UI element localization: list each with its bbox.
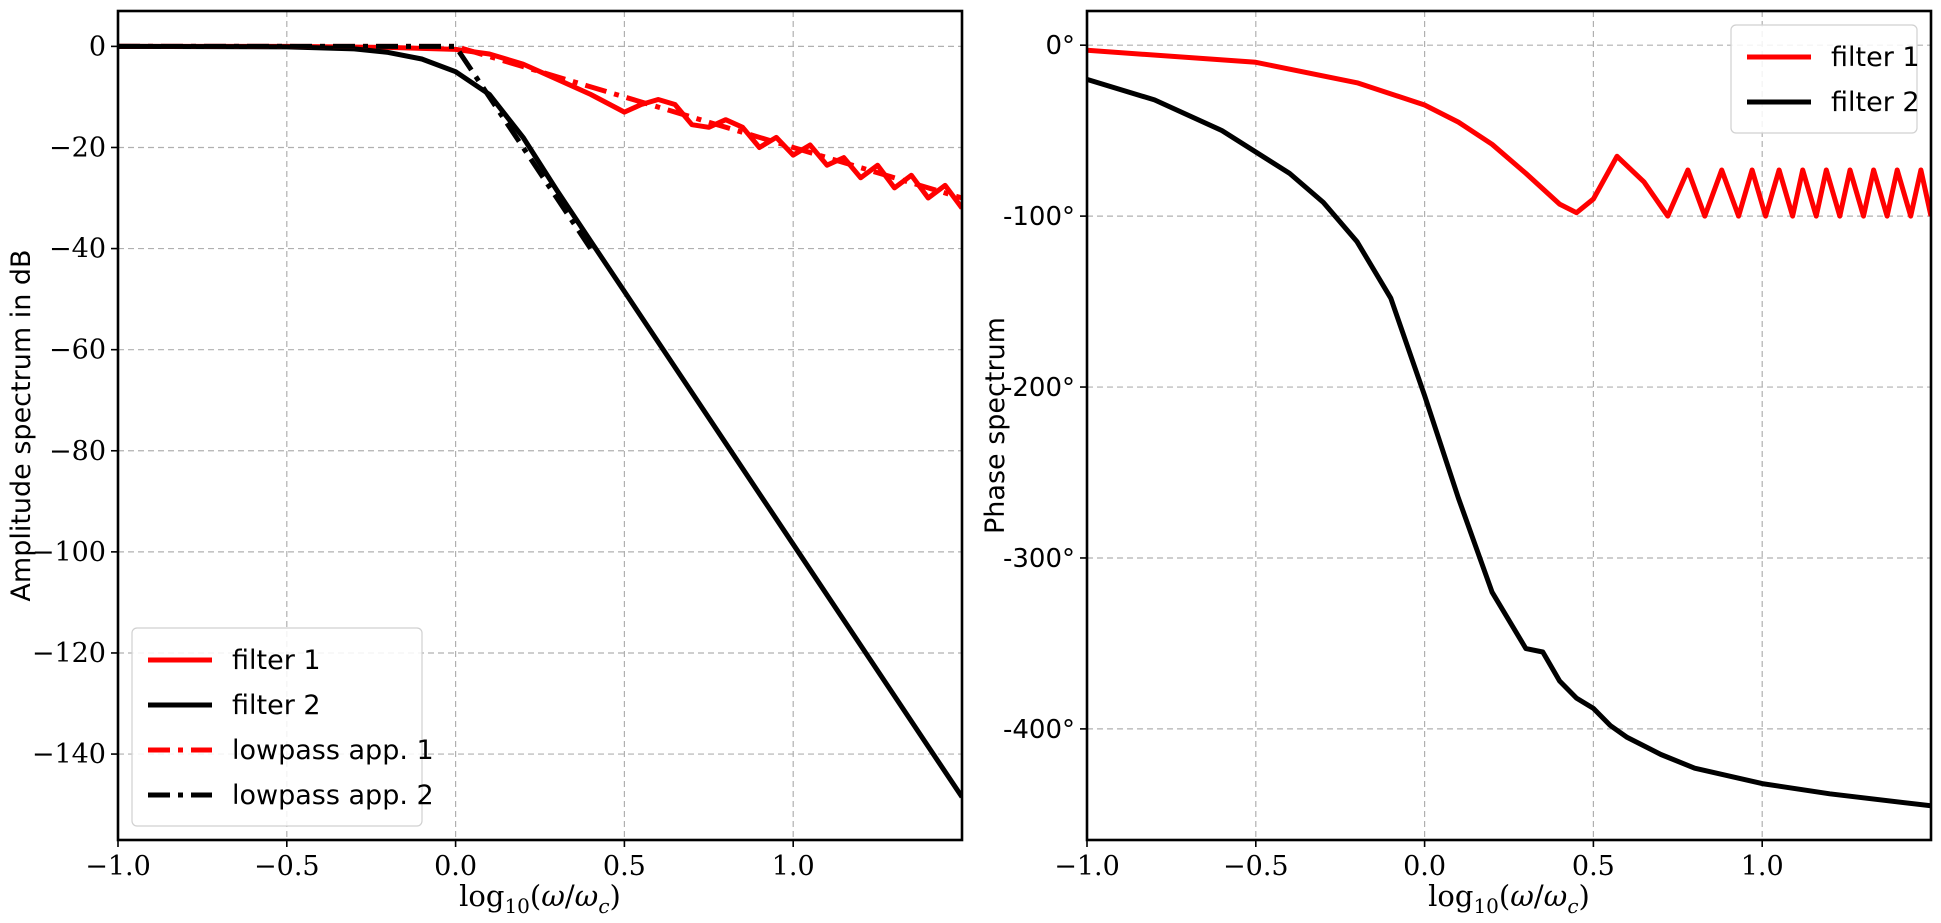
legend-label: filter 2	[1831, 87, 1920, 118]
y-tick-label: -200°	[1003, 373, 1075, 403]
legend: filter 1 filter 2 lowpass app. 1 lowpass ap…	[131, 627, 434, 827]
y-tick-label: -400°	[1003, 715, 1075, 745]
x-axis-label: log10(ω/ωc)	[459, 879, 621, 918]
legend-label: lowpass app. 1	[232, 735, 434, 766]
x-tick-label: −1.0	[1054, 851, 1120, 882]
series-line-1	[118, 43, 962, 210]
x-tick-label: −1.0	[85, 851, 151, 882]
y-tick-label: −100	[32, 537, 106, 568]
y-tick-label: −60	[49, 335, 106, 366]
y-tick-label: -300°	[1003, 544, 1075, 574]
y-tick-label: −20	[49, 132, 106, 163]
legend-label: filter 1	[1831, 42, 1920, 73]
plot-frame	[116, 9, 964, 842]
phase-panel: −1.0 −0.5 0.0 0.5 1.0 0° -100° -200° -300° -400° P…	[980, 9, 1933, 918]
x-tick-label: −0.5	[254, 851, 320, 882]
series-line-2	[118, 43, 962, 799]
x-tick-label: 0.5	[1572, 851, 1615, 882]
series-line-3	[118, 43, 962, 201]
x-tick-label: 1.0	[1741, 851, 1784, 882]
x-axis-label: log10(ω/ωc)	[1428, 879, 1590, 918]
y-tick-label: 0	[89, 31, 106, 62]
y-axis-label: Phase spectrum	[980, 317, 1011, 534]
y-tick-label: -100°	[1003, 202, 1075, 232]
y-tick-label: 0°	[1045, 31, 1075, 61]
x-tick-label: 0.0	[434, 851, 477, 882]
y-tick-label: −120	[32, 638, 106, 669]
legend-label: filter 2	[232, 690, 321, 721]
y-axis-label: Amplitude spectrum in dB	[6, 249, 37, 601]
plot-frame	[1085, 9, 1933, 842]
x-tick-label: 0.0	[1403, 851, 1446, 882]
amplitude-panel: −1.0 −0.5 0.0 0.5 1.0 0 −20 −40 −60 −80 −100 −120 −1…	[6, 9, 964, 918]
legend-box	[131, 627, 423, 827]
legend-label: lowpass app. 2	[232, 780, 434, 811]
legend: filter 1 filter 2	[1730, 24, 1920, 134]
y-tick-label: −40	[49, 234, 106, 265]
x-tick-label: −0.5	[1223, 851, 1289, 882]
legend-box	[1730, 24, 1918, 134]
x-tick-label: 0.5	[603, 851, 646, 882]
x-tick-label: 1.0	[772, 851, 815, 882]
y-tick-label: −140	[32, 739, 106, 770]
legend-label: filter 1	[232, 645, 321, 676]
y-tick-label: −80	[49, 436, 106, 467]
series-line-1	[1087, 47, 1931, 219]
series-line-2	[1087, 77, 1931, 809]
